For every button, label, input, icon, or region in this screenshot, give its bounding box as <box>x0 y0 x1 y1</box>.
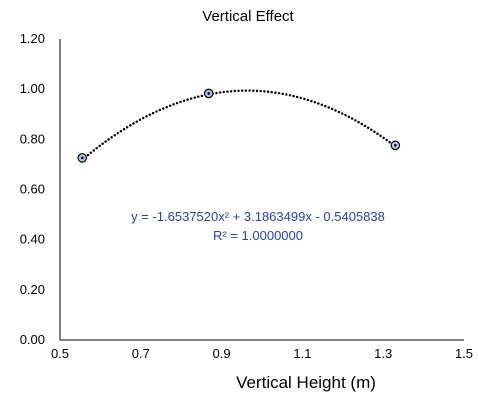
x-tick-label: 0.9 <box>213 346 231 361</box>
x-tick-label: 1.5 <box>455 346 473 361</box>
x-tick-label: 1.1 <box>293 346 311 361</box>
data-point-center <box>394 144 397 147</box>
x-tick-labels: 0.5 0.7 0.9 1.1 1.3 1.5 <box>51 346 473 361</box>
x-tick-label: 0.5 <box>51 346 69 361</box>
x-tick-label: 0.7 <box>132 346 150 361</box>
y-tick-label: 0.20 <box>20 282 45 297</box>
trendline-r-squared: R² = 1.0000000 <box>213 228 303 243</box>
y-tick-label: 0.40 <box>20 232 45 247</box>
data-point-center <box>207 92 210 95</box>
chart-title: Vertical Effect <box>202 8 294 25</box>
y-tick-label: 0.60 <box>20 182 45 197</box>
data-point <box>77 153 88 163</box>
trendline-equation: y = -1.6537520x² + 3.1863499x - 0.540583… <box>131 209 385 224</box>
data-points <box>77 88 401 163</box>
trendline <box>81 89 397 161</box>
y-tick-labels: 0.00 0.20 0.40 0.60 0.80 1.00 1.20 <box>20 31 45 347</box>
data-point <box>203 88 214 99</box>
x-axis-label: Vertical Height (m) <box>236 373 376 392</box>
y-tick-label: 1.00 <box>20 81 45 96</box>
data-point-center <box>80 156 84 160</box>
axes <box>59 39 464 341</box>
y-tick-label: 0.00 <box>20 332 45 347</box>
y-tick-label: 0.80 <box>20 131 45 146</box>
x-tick-label: 1.3 <box>374 346 392 361</box>
y-tick-label: 1.20 <box>20 31 45 46</box>
data-point <box>390 140 401 151</box>
